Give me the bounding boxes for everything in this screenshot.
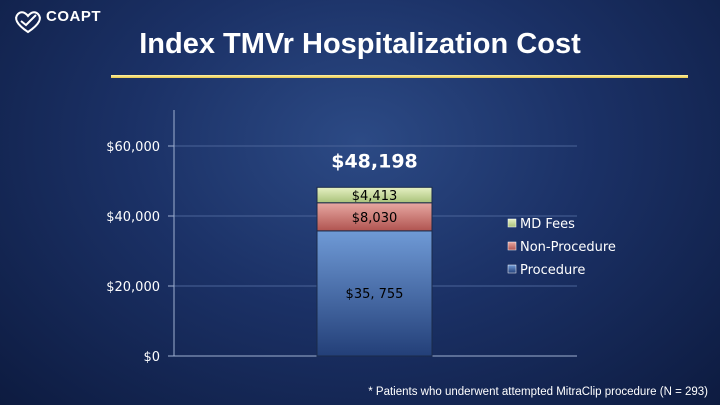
title-underline xyxy=(111,75,688,78)
legend-swatch-md-fees xyxy=(507,218,517,228)
logo-text: COAPT xyxy=(46,8,101,25)
legend-swatch-procedure xyxy=(507,264,517,274)
data-label: $4,413 xyxy=(352,189,398,204)
y-tick-label: $20,000 xyxy=(106,280,160,295)
total-label: $48,198 xyxy=(331,150,418,172)
heart-logo-icon xyxy=(15,11,41,34)
bar-segment-non-procedure xyxy=(316,202,433,232)
y-tick-label: $40,000 xyxy=(106,210,160,225)
legend-label: Non-Procedure xyxy=(520,240,616,255)
footnote: * Patients who underwent attempted Mitra… xyxy=(368,386,708,398)
data-label: $8,030 xyxy=(352,211,398,226)
page-title: Index TMVr Hospitalization Cost xyxy=(139,28,581,60)
bar-segment-md-fees xyxy=(316,186,433,204)
bar-segment-procedure xyxy=(316,230,433,357)
y-tick-label: $0 xyxy=(143,350,160,365)
legend-label: MD Fees xyxy=(520,217,575,232)
legend-swatch-non-procedure xyxy=(507,241,517,251)
legend-label: Procedure xyxy=(520,263,585,278)
y-tick-label: $60,000 xyxy=(106,140,160,155)
data-label: $35, 755 xyxy=(346,287,404,302)
coapt-logo: COAPT xyxy=(12,8,132,34)
